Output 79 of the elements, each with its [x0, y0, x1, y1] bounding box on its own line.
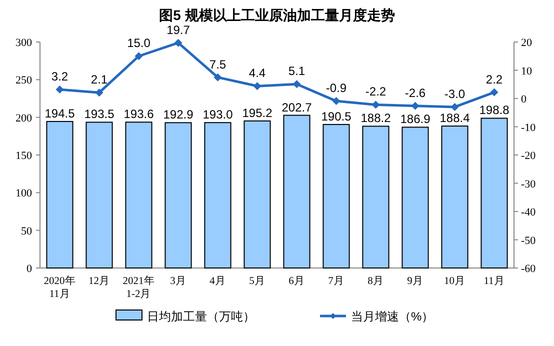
x-tick-label: 10月: [444, 275, 466, 287]
data-label: 188.4: [440, 111, 470, 126]
data-label: 186.9: [400, 112, 431, 126]
point: [95, 88, 104, 97]
x-tick-label: 6月: [288, 275, 305, 287]
data-label: -3.0: [444, 86, 466, 101]
data-label: 188.2: [360, 111, 392, 126]
y-tick-label: 250: [16, 74, 32, 87]
data-label: 190.5: [321, 109, 352, 124]
bar: [402, 126, 429, 268]
data-label: 5.1: [288, 64, 306, 78]
data-label: 193.5: [84, 107, 115, 122]
data-label: -2.2: [365, 84, 386, 99]
data-label: 195.2: [242, 106, 273, 120]
y-tick-label: 50: [21, 225, 32, 238]
x-tick-label: 3月: [170, 275, 186, 287]
point: [214, 73, 222, 82]
bar: [164, 122, 192, 268]
data-label: -0.9: [326, 81, 347, 96]
x-tick-label: 12月: [88, 275, 110, 287]
x-tick-label: 7月: [328, 275, 344, 287]
bar: [86, 122, 113, 268]
point: [56, 85, 64, 94]
x-tick-label: 5月: [249, 275, 266, 287]
point: [134, 52, 143, 60]
y-tick-label: 150: [16, 150, 32, 162]
y-tick-label: 0: [26, 263, 32, 275]
x-tick-label: 8月: [368, 275, 384, 287]
y-tick-label: 300: [16, 37, 32, 49]
bar: [480, 118, 508, 268]
y-tick-label: 200: [16, 112, 32, 124]
y2-tick-label: 0: [521, 94, 527, 106]
bar: [125, 122, 152, 268]
y2-tick-label: -20: [521, 150, 536, 162]
data-label: 198.8: [479, 103, 510, 118]
point: [411, 102, 420, 110]
data-label: 202.7: [282, 100, 312, 114]
point: [292, 80, 301, 88]
y2-tick-label: 10: [521, 65, 532, 78]
y2-tick-label: -60: [521, 263, 536, 275]
y2-tick-label: -30: [521, 178, 536, 190]
data-label: 7.5: [209, 57, 226, 72]
data-label: 4.4: [248, 66, 266, 80]
data-label: 15.0: [127, 36, 151, 50]
data-label: 193.0: [202, 108, 234, 122]
data-label: 2.1: [90, 72, 108, 87]
y-tick-label: 100: [16, 188, 32, 200]
data-label: 3.2: [51, 69, 68, 84]
legend-label: 当月增速（%）: [351, 310, 434, 324]
data-label: 2.2: [486, 72, 503, 86]
point: [174, 38, 182, 47]
y2-tick-label: -40: [521, 206, 536, 218]
bar: [322, 124, 350, 268]
point: [253, 82, 262, 90]
x-tick-label: 2021年 1-2月: [122, 275, 155, 300]
y2-tick-label: 20: [521, 37, 532, 49]
point: [372, 100, 380, 109]
point: [332, 97, 340, 106]
bar: [244, 120, 271, 268]
point: [490, 88, 498, 96]
data-label: -2.6: [404, 86, 426, 100]
data-label: 193.6: [124, 107, 154, 122]
data-label: 192.9: [163, 108, 194, 122]
bar: [362, 126, 390, 268]
data-label: 194.5: [44, 106, 76, 120]
x-tick-label: 4月: [210, 275, 226, 287]
x-tick-label: 9月: [407, 275, 424, 287]
y2-tick-label: -50: [521, 234, 536, 247]
bar: [46, 120, 74, 268]
bar: [283, 114, 310, 268]
chart-title: 图5 规模以上工业原油加工量月度走势: [159, 7, 395, 23]
x-tick-label: 2020年 11月: [44, 275, 76, 300]
point: [450, 102, 459, 111]
bar: [204, 122, 232, 268]
legend-label: 日均加工量（万吨）: [147, 310, 255, 324]
x-tick-label: 11月: [484, 275, 505, 287]
data-label: 19.7: [166, 22, 190, 37]
bar: [441, 126, 468, 268]
y2-tick-label: -10: [521, 122, 536, 134]
